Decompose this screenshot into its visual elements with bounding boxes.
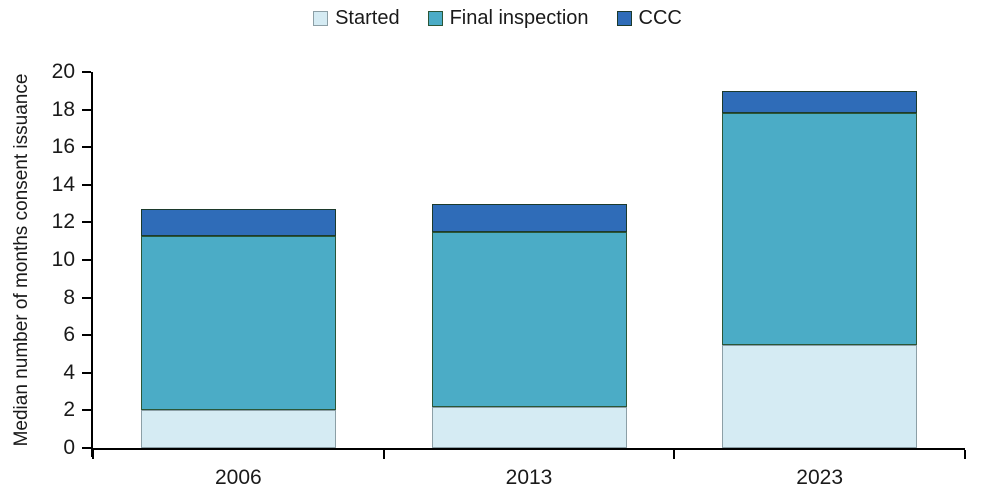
y-axis-line <box>91 72 93 457</box>
y-tick-mark <box>82 183 91 186</box>
y-tick-mark <box>82 409 91 412</box>
y-tick-label: 12 <box>51 210 75 234</box>
bar-segment-ccc <box>140 209 336 236</box>
x-axis-line <box>91 448 965 450</box>
y-tick-label: 14 <box>51 172 75 196</box>
x-category-label: 2013 <box>505 466 553 489</box>
x-category-label: 2023 <box>796 466 844 489</box>
y-tick-mark <box>82 71 91 73</box>
y-tick-label: 0 <box>63 436 75 459</box>
legend: Started Final inspection CCC <box>0 4 995 32</box>
y-tick-mark <box>82 371 91 374</box>
bar-segment-ccc <box>722 90 918 114</box>
y-tick-label: 6 <box>63 323 75 347</box>
bar-segment-started <box>140 410 336 448</box>
bar-segment-ccc <box>431 203 627 232</box>
y-tick-label: 16 <box>51 135 75 159</box>
y-tick-mark <box>82 108 91 111</box>
y-tick-mark <box>82 447 91 449</box>
legend-swatch-icon <box>313 10 329 26</box>
y-tick-mark <box>82 146 91 149</box>
y-tick-label: 8 <box>63 285 75 309</box>
bar-segment-started <box>722 344 918 448</box>
bar-segment-final-inspection <box>431 231 627 407</box>
bar-segment-started <box>431 406 627 448</box>
x-tick-mark <box>382 450 385 459</box>
legend-swatch-icon <box>616 10 632 26</box>
legend-item-started: Started <box>313 6 400 30</box>
y-tick-mark <box>82 221 91 224</box>
y-tick-label: 10 <box>51 248 75 271</box>
y-tick-label: 20 <box>51 60 75 83</box>
y-tick-mark <box>82 259 91 261</box>
legend-label: CCC <box>638 7 682 29</box>
y-tick-mark <box>82 296 91 299</box>
legend-swatch-icon <box>427 10 443 26</box>
x-tick-mark <box>964 450 966 459</box>
x-tick-mark <box>673 450 676 459</box>
bar-segment-final-inspection <box>722 113 918 345</box>
legend-item-final-inspection: Final inspection <box>427 6 589 30</box>
legend-label: Started <box>335 7 400 29</box>
legend-label: Final inspection <box>449 7 589 29</box>
y-tick-label: 18 <box>51 97 75 121</box>
legend-item-ccc: CCC <box>616 6 682 30</box>
y-tick-mark <box>82 334 91 337</box>
x-tick-mark <box>92 450 94 459</box>
plot-area: 0 2 4 6 8 10 12 14 16 18 20 2006 2013 2023 <box>52 60 966 489</box>
x-category-label: 2006 <box>214 466 262 489</box>
bar-segment-final-inspection <box>140 235 336 411</box>
y-tick-label: 2 <box>63 398 75 422</box>
y-tick-label: 4 <box>63 360 75 384</box>
